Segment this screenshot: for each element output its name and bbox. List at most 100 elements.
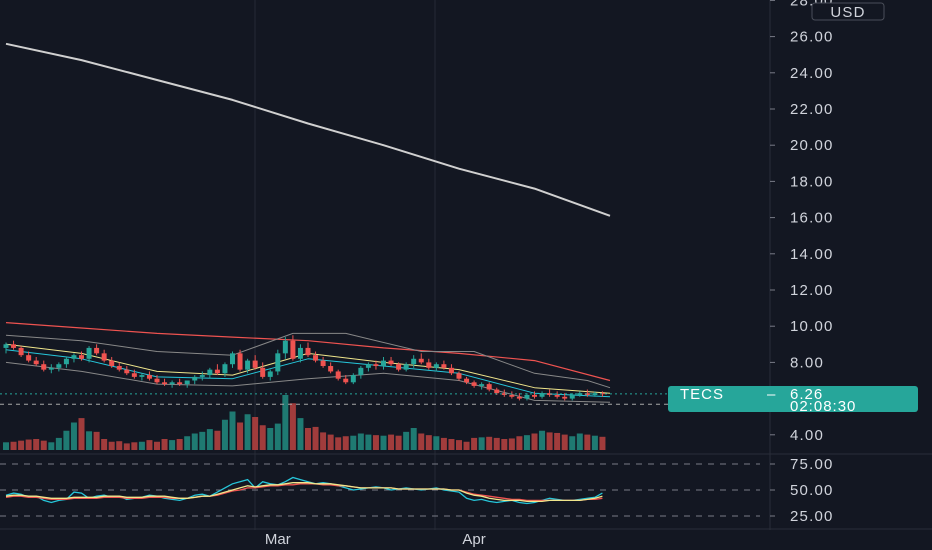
candle[interactable] xyxy=(320,356,326,368)
candle[interactable] xyxy=(584,389,590,397)
candle[interactable] xyxy=(124,366,130,376)
currency-badge[interactable]: USD xyxy=(811,2,885,21)
candle[interactable] xyxy=(441,360,447,370)
candle-body xyxy=(464,378,470,383)
candle[interactable] xyxy=(554,391,560,399)
candle-body xyxy=(154,378,160,383)
candle[interactable] xyxy=(501,389,507,397)
candle[interactable] xyxy=(592,391,598,397)
candle[interactable] xyxy=(109,356,115,368)
candle[interactable] xyxy=(388,356,394,367)
candle[interactable] xyxy=(184,380,190,388)
candle[interactable] xyxy=(199,371,205,381)
candle-body xyxy=(433,364,439,368)
candle[interactable] xyxy=(403,362,409,372)
candle[interactable] xyxy=(471,380,477,388)
candle[interactable] xyxy=(192,375,198,385)
candle[interactable] xyxy=(479,382,485,390)
price-axis[interactable]: 28.00 26.00 24.00 22.00 20.00 18.00 16.00 14.00… xyxy=(770,0,834,444)
candle[interactable] xyxy=(162,378,168,386)
candle-body xyxy=(169,382,175,385)
candle[interactable] xyxy=(63,356,69,368)
volume-bar xyxy=(123,443,130,450)
volume-bar xyxy=(471,437,478,450)
candle[interactable] xyxy=(101,349,107,363)
candle[interactable] xyxy=(154,375,160,385)
oscillator-axis: 75.00 50.00 25.00 xyxy=(770,456,834,525)
candle[interactable] xyxy=(569,393,575,401)
candle[interactable] xyxy=(516,393,522,401)
candle-body xyxy=(11,344,17,348)
candle[interactable] xyxy=(509,391,515,399)
volume-bar xyxy=(93,431,100,450)
candlestick-series[interactable] xyxy=(3,335,605,401)
candle[interactable] xyxy=(411,355,417,368)
candle[interactable] xyxy=(222,362,228,377)
candle[interactable] xyxy=(86,346,92,363)
candle[interactable] xyxy=(532,391,537,399)
volume-bar xyxy=(433,436,440,450)
candle[interactable] xyxy=(373,360,379,370)
candle[interactable] xyxy=(56,362,62,372)
candle[interactable] xyxy=(456,371,462,381)
candle[interactable] xyxy=(396,362,402,372)
candle[interactable] xyxy=(426,358,432,370)
candle-body xyxy=(48,367,54,370)
candle[interactable] xyxy=(433,362,439,372)
candle[interactable] xyxy=(328,362,334,374)
candle[interactable] xyxy=(260,362,266,379)
candle[interactable] xyxy=(547,389,553,397)
candle[interactable] xyxy=(33,356,39,367)
candle[interactable] xyxy=(252,355,258,370)
candle[interactable] xyxy=(577,391,583,397)
candle[interactable] xyxy=(418,353,424,365)
candle[interactable] xyxy=(79,351,84,361)
candle-body xyxy=(365,364,371,368)
candle[interactable] xyxy=(562,393,568,401)
volume-bar xyxy=(289,403,296,450)
candle[interactable] xyxy=(350,373,356,385)
candle[interactable] xyxy=(282,337,288,359)
candle[interactable] xyxy=(290,335,296,361)
candle[interactable] xyxy=(365,362,371,372)
candle[interactable] xyxy=(169,380,175,388)
candle[interactable] xyxy=(94,344,100,356)
candle[interactable] xyxy=(245,358,251,374)
candle[interactable] xyxy=(343,375,349,385)
candle[interactable] xyxy=(297,344,303,363)
candle[interactable] xyxy=(335,369,341,381)
candle[interactable] xyxy=(214,364,220,376)
candle[interactable] xyxy=(275,349,281,376)
candle[interactable] xyxy=(599,391,605,397)
candle[interactable] xyxy=(230,351,235,368)
candle[interactable] xyxy=(305,342,311,357)
candle[interactable] xyxy=(131,369,137,379)
candle-body xyxy=(328,366,334,372)
candle[interactable] xyxy=(358,366,364,379)
candle[interactable] xyxy=(3,342,9,354)
candle-body xyxy=(245,360,251,370)
candle[interactable] xyxy=(139,373,145,381)
candle[interactable] xyxy=(18,346,24,357)
candle[interactable] xyxy=(539,391,545,399)
candle[interactable] xyxy=(177,378,183,386)
candle[interactable] xyxy=(26,351,32,363)
candle[interactable] xyxy=(11,340,17,350)
candle[interactable] xyxy=(237,349,243,372)
candle[interactable] xyxy=(116,362,122,372)
candle[interactable] xyxy=(486,382,492,392)
candle-body xyxy=(3,344,9,348)
candle[interactable] xyxy=(71,353,77,363)
candle[interactable] xyxy=(48,364,54,374)
candle[interactable] xyxy=(448,364,454,376)
candle[interactable] xyxy=(267,369,273,381)
candle[interactable] xyxy=(207,367,213,379)
candle[interactable] xyxy=(464,376,470,385)
candle[interactable] xyxy=(381,356,386,370)
oscillator-tick-label: 50.00 xyxy=(790,482,834,499)
candle[interactable] xyxy=(313,351,319,363)
candle[interactable] xyxy=(41,360,47,372)
time-axis[interactable]: Mar Apr xyxy=(265,531,486,548)
candle[interactable] xyxy=(146,371,152,381)
